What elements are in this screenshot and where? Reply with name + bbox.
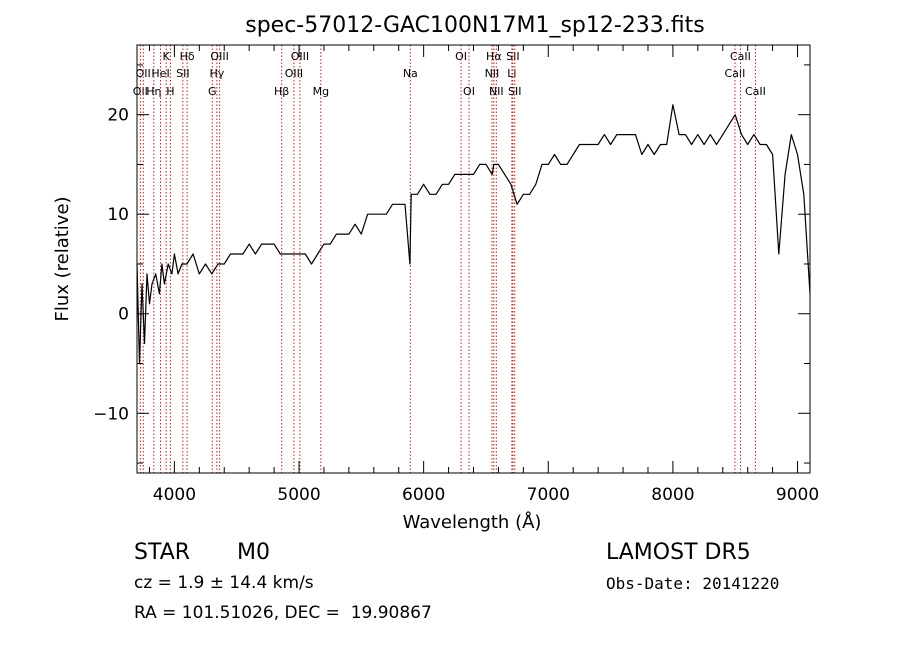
y-tick-label-0: −10 <box>93 404 129 424</box>
x-tick-label-4: 8000 <box>651 485 694 505</box>
line-marker-label-19: Hα <box>486 50 502 63</box>
line-marker-label-24: CaII <box>725 67 746 80</box>
line-marker-label-20: NII <box>489 85 504 98</box>
line-marker-label-15: Na <box>403 67 418 80</box>
line-marker-label-23: SII <box>508 85 521 98</box>
line-marker-label-5: H <box>166 85 174 98</box>
line-marker-label-3: HeI <box>151 67 169 80</box>
x-axis-label: Wavelength (Å) <box>403 511 542 533</box>
y-tick-label-1: 0 <box>118 305 129 325</box>
x-tick-label-5: 9000 <box>776 485 819 505</box>
x-tick-label-3: 7000 <box>527 485 570 505</box>
plot-frame <box>136 44 811 474</box>
line-marker-label-7: Hδ <box>180 50 195 63</box>
x-axis: 4000 5000 6000 7000 8000 9000 <box>148 45 819 505</box>
line-marker-label-25: CaII <box>730 50 751 63</box>
y-tick-label-3: 20 <box>107 106 129 126</box>
line-marker-label-4: K <box>163 50 171 63</box>
survey-name: LAMOST DR5 <box>606 540 751 565</box>
x-tick-label-2: 6000 <box>402 485 445 505</box>
line-marker-label-18: NII <box>485 67 500 80</box>
line-marker-label-17: OI <box>463 85 475 98</box>
line-marker-label-21: Li <box>507 67 516 80</box>
observation-date: Obs-Date: 20141220 <box>606 574 780 593</box>
line-marker-label-26: CaII <box>745 85 766 98</box>
object-class: STAR <box>134 540 191 565</box>
line-marker-label-10: OIII <box>210 50 228 63</box>
x-tick-label-0: 4000 <box>153 485 196 505</box>
sky-coordinates: RA = 101.51026, DEC = 19.90867 <box>134 603 432 623</box>
spectrum-line <box>136 104 811 365</box>
object-subclass: M0 <box>237 540 270 565</box>
line-marker-label-22: SII <box>506 50 519 63</box>
y-axis-label: Flux (relative) <box>52 196 73 321</box>
y-axis: −10 0 10 20 <box>93 64 810 464</box>
chart-title: spec-57012-GAC100N17M1_sp12-233.fits <box>245 13 705 38</box>
line-marker-label-16: OI <box>455 50 467 63</box>
line-marker-label-14: Mg <box>313 85 329 98</box>
line-marker-label-8: G <box>208 85 217 98</box>
line-marker-label-1: OII <box>136 67 151 80</box>
line-marker-label-6: SII <box>176 67 189 80</box>
y-tick-label-2: 10 <box>107 205 129 225</box>
line-marker-label-12: OIII <box>285 67 303 80</box>
redshift-cz: cz = 1.9 ± 14.4 km/s <box>134 573 314 593</box>
line-marker-label-13: OIII <box>291 50 309 63</box>
line-marker-label-2: Hη <box>146 85 161 98</box>
x-tick-label-1: 5000 <box>277 485 320 505</box>
line-marker-label-9: Hγ <box>209 67 224 80</box>
spectral-line-markers: OIIOIIHηHeIKHSIIHδGHγOIIIHβOIIIOIIIMgNaO… <box>133 45 766 473</box>
line-marker-label-11: Hβ <box>274 85 289 98</box>
